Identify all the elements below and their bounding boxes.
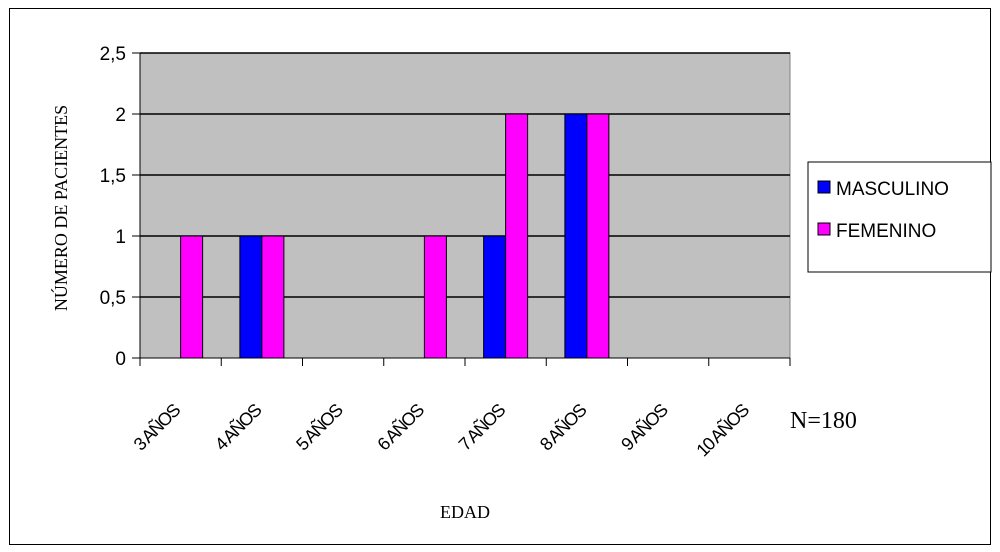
x-tick-label: 4 AÑOS: [210, 399, 266, 455]
bar-femenino-1: [261, 235, 285, 359]
bar-masculino-5: [564, 113, 588, 359]
sample-size-annotation: N=180: [790, 408, 857, 434]
x-tick-label: 3 AÑOS: [129, 399, 185, 455]
bars: [180, 113, 610, 359]
x-tick-label: 7 AÑOS: [454, 399, 510, 455]
y-axis-label: NÚMERO DE PACIENTES: [50, 105, 71, 311]
y-tick-labels: 0 0,5 1 1,5 2 2,5: [100, 44, 126, 370]
bar-masculino-4: [483, 235, 507, 359]
bar-masculino-1: [239, 235, 263, 359]
y-tick-label: 1: [115, 227, 126, 248]
legend-label-masculino: MASCULINO: [836, 179, 949, 200]
bar-femenino-4: [505, 113, 529, 359]
x-tick-labels: 3 AÑOS 4 AÑOS 5 AÑOS 6 AÑOS 7 AÑOS 8 AÑOS 9 AÑ…: [129, 399, 753, 461]
x-axis-label: EDAD: [440, 502, 490, 522]
legend-swatch-masculino: [817, 180, 831, 194]
y-tick-label: 2: [115, 105, 126, 126]
y-tick-label: 2,5: [100, 44, 126, 65]
legend-box: [807, 161, 992, 273]
x-tick-label: 8 AÑOS: [535, 399, 591, 455]
x-tick-label: 6 AÑOS: [373, 399, 429, 455]
x-tick-label: 10 AÑOS: [692, 399, 754, 461]
bar-femenino-5: [586, 113, 610, 359]
bar-femenino-0: [180, 235, 204, 359]
y-tick-label: 0: [115, 349, 126, 370]
y-tick-label: 0,5: [100, 288, 126, 309]
legend-label-femenino: FEMENINO: [836, 221, 936, 242]
chart-frame: [9, 8, 991, 545]
bar-femenino-3: [423, 235, 447, 359]
axes: [132, 53, 791, 366]
plot-area: [139, 52, 791, 359]
x-tick-label: 9 AÑOS: [616, 399, 672, 455]
legend: MASCULINO FEMENINO: [807, 161, 992, 273]
legend-swatch-femenino: [817, 222, 831, 236]
y-tick-label: 1,5: [100, 166, 126, 187]
x-tick-label: 5 AÑOS: [291, 399, 347, 455]
